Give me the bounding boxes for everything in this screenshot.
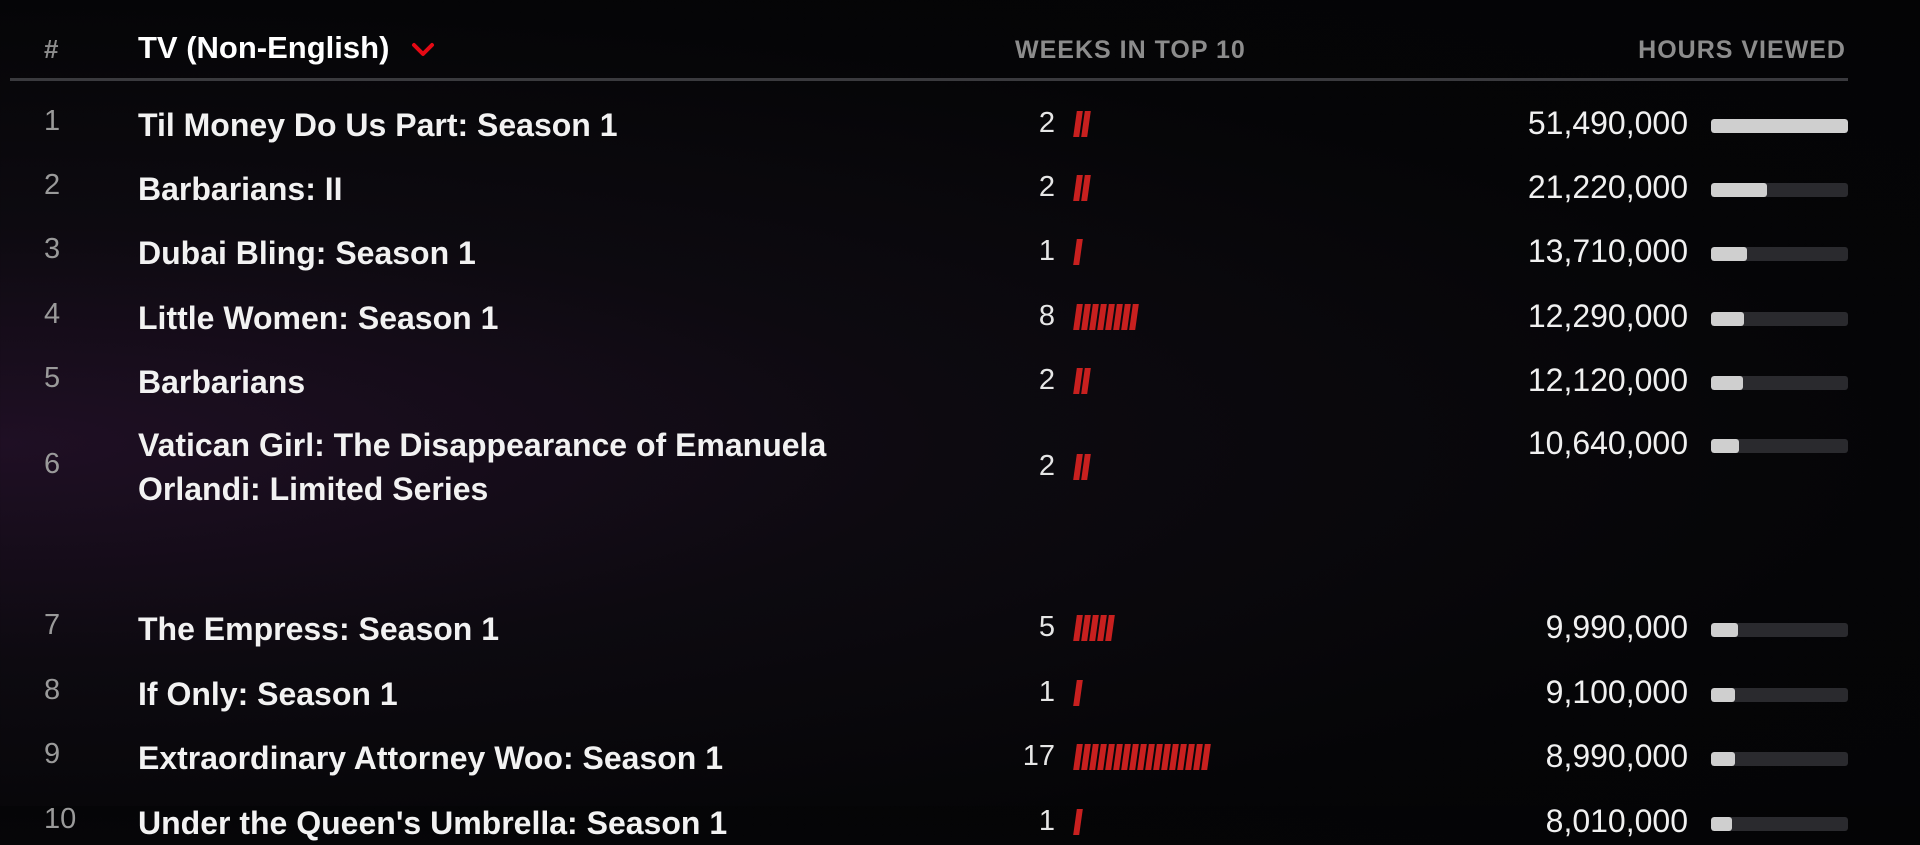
row-hours: 12,290,000 <box>1527 298 1688 334</box>
category-dropdown[interactable]: TV (Non-English) <box>138 30 435 66</box>
row-rank: 1 <box>44 105 61 137</box>
hours-bar <box>1711 247 1848 261</box>
weeks-bar <box>1073 111 1091 137</box>
hours-bar <box>1711 623 1848 637</box>
row-title[interactable]: Til Money Do Us Part: Season 1 <box>138 107 618 143</box>
hours-bar <box>1711 119 1848 133</box>
weeks-bar <box>1073 304 1139 330</box>
week-tick <box>1073 239 1083 265</box>
hours-bar <box>1711 376 1848 390</box>
chevron-down-icon <box>411 34 435 58</box>
hours-bar-fill <box>1711 439 1740 453</box>
row-title[interactable]: Under the Queen's Umbrella: Season 1 <box>138 805 728 841</box>
hours-bar-fill <box>1711 376 1744 390</box>
row-rank: 3 <box>44 233 61 265</box>
week-tick <box>1073 680 1083 706</box>
row-title[interactable]: Vatican Girl: The Disappearance of Emanu… <box>138 427 827 507</box>
week-tick <box>1129 304 1139 330</box>
row-rank: 6 <box>44 448 61 480</box>
row-rank: 4 <box>44 298 61 330</box>
hours-column-header: HOURS VIEWED <box>1638 36 1846 64</box>
hours-bar <box>1711 688 1848 702</box>
row-weeks: 1 <box>1038 235 1055 267</box>
row-hours: 9,990,000 <box>1545 609 1688 645</box>
hours-bar-fill <box>1711 247 1748 261</box>
row-hours: 51,490,000 <box>1527 105 1688 141</box>
row-rank: 5 <box>44 362 61 394</box>
row-rank: 8 <box>44 674 61 706</box>
category-label: TV (Non-English) <box>138 30 390 65</box>
top10-table: # TV (Non-English) WEEKS IN TOP 10 HOURS… <box>10 0 1848 841</box>
row-rank: 9 <box>44 738 61 770</box>
hours-bar <box>1711 312 1848 326</box>
row-weeks: 8 <box>1038 300 1055 332</box>
row-weeks: 5 <box>1038 611 1055 643</box>
week-tick <box>1081 368 1091 394</box>
weeks-bar <box>1073 615 1115 641</box>
row-hours: 9,100,000 <box>1545 674 1688 710</box>
row-title[interactable]: The Empress: Season 1 <box>138 611 500 647</box>
row-title[interactable]: Extraordinary Attorney Woo: Season 1 <box>138 740 724 776</box>
row-rank: 2 <box>44 169 61 201</box>
weeks-bar <box>1073 175 1091 201</box>
weeks-bar <box>1073 680 1083 706</box>
weeks-column-header: WEEKS IN TOP 10 <box>1015 36 1246 64</box>
weeks-bar <box>1073 809 1083 835</box>
row-title[interactable]: Barbarians: II <box>138 171 343 207</box>
hours-bar-fill <box>1711 752 1735 766</box>
row-weeks: 2 <box>1038 107 1055 139</box>
rank-column-header: # <box>44 34 59 64</box>
weeks-bar <box>1073 744 1211 770</box>
hours-bar-fill <box>1711 688 1736 702</box>
week-tick <box>1081 111 1091 137</box>
week-tick <box>1081 175 1091 201</box>
row-weeks: 2 <box>1038 450 1055 482</box>
row-hours: 8,010,000 <box>1545 803 1688 839</box>
row-weeks: 2 <box>1038 171 1055 203</box>
hours-bar <box>1711 817 1848 831</box>
row-hours: 13,710,000 <box>1527 233 1688 269</box>
row-title[interactable]: Dubai Bling: Season 1 <box>138 235 476 271</box>
hours-bar-fill <box>1711 183 1768 197</box>
hours-bar <box>1711 752 1848 766</box>
hours-bar-fill <box>1711 623 1738 637</box>
row-weeks: 1 <box>1038 805 1055 837</box>
week-tick <box>1073 809 1083 835</box>
row-title[interactable]: Barbarians <box>138 364 306 400</box>
hours-bar <box>1711 183 1848 197</box>
hours-bar-fill <box>1711 119 1848 133</box>
week-tick <box>1105 615 1115 641</box>
weeks-bar <box>1073 454 1091 480</box>
week-tick <box>1081 454 1091 480</box>
row-weeks: 2 <box>1038 364 1055 396</box>
row-title[interactable]: Little Women: Season 1 <box>138 300 499 336</box>
row-rank: 10 <box>44 803 77 835</box>
weeks-bar <box>1073 368 1091 394</box>
weeks-bar <box>1073 239 1083 265</box>
hours-bar-fill <box>1711 312 1744 326</box>
row-weeks: 17 <box>1022 740 1055 772</box>
row-hours: 21,220,000 <box>1527 169 1688 205</box>
week-tick <box>1201 744 1211 770</box>
row-rank: 7 <box>44 609 61 641</box>
hours-bar <box>1711 439 1848 453</box>
row-hours: 12,120,000 <box>1527 362 1688 398</box>
table-header: # TV (Non-English) WEEKS IN TOP 10 HOURS… <box>10 0 1848 81</box>
row-title[interactable]: If Only: Season 1 <box>138 676 398 712</box>
row-weeks: 1 <box>1038 676 1055 708</box>
row-hours: 10,640,000 <box>1527 425 1688 461</box>
row-hours: 8,990,000 <box>1545 738 1688 774</box>
hours-bar-fill <box>1711 817 1733 831</box>
